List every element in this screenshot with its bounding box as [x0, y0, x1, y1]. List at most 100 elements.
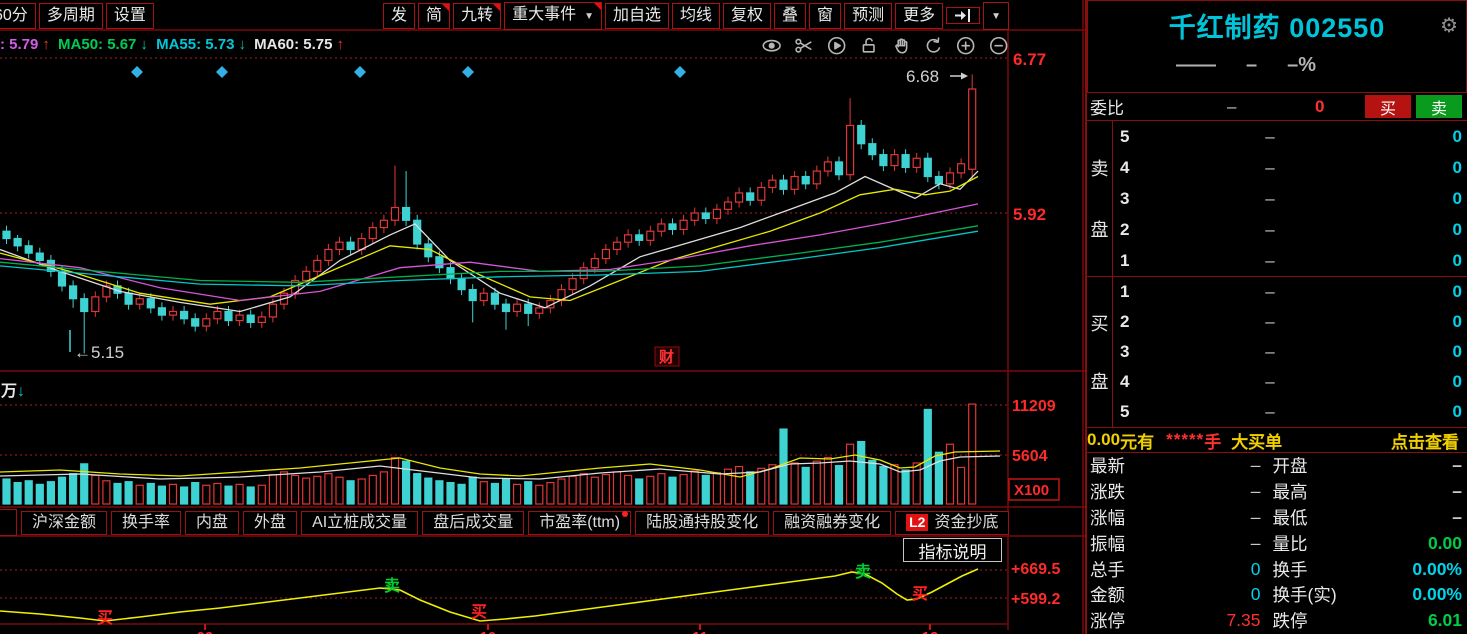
info-row: 金额 0 换手(实) 0.00%: [1090, 584, 1462, 606]
forecast-button[interactable]: 预测: [844, 2, 893, 29]
svg-text:财: 财: [659, 348, 674, 366]
buy-level-row[interactable]: 4–0: [1120, 372, 1462, 391]
svg-text:买: 买: [471, 603, 487, 621]
big-order-yuan: 元有: [1120, 432, 1155, 452]
svg-text:11209: 11209: [1012, 398, 1056, 415]
window-button[interactable]: 窗: [809, 2, 842, 29]
ma-legend-item: MA60: 5.75: [254, 36, 333, 53]
quote-header: 千红制药 002550 ⚙ —— – –%: [1087, 0, 1467, 93]
top-toolbar: 60分 多周期 设置 发 简 九转 重大事件▼ 加自选 均线 复权 叠 窗 预测…: [0, 1, 1009, 30]
jian-button[interactable]: 简: [418, 2, 451, 29]
sell-level-row[interactable]: 2–0: [1120, 219, 1462, 239]
tab-pe-ttm[interactable]: 市盈率(ttm): [528, 510, 632, 535]
big-order-label: 大买单: [1231, 432, 1283, 452]
ma-legend: : 5.79 ↑ MA50: 5.67 ↓ MA55: 5.73 ↓ MA60: 5.…: [0, 36, 348, 54]
jump-latest-button[interactable]: [946, 7, 981, 24]
sell-button[interactable]: 卖: [1416, 95, 1462, 118]
quote-panel: 千红制药 002550 ⚙ —— – –% 委比 – 0 买 卖 卖盘 5–0 …: [1085, 0, 1467, 634]
sell-level-row[interactable]: 5–0: [1120, 126, 1462, 146]
price-change-pct: –%: [1287, 54, 1317, 76]
buy-level-row[interactable]: 2–0: [1120, 312, 1462, 331]
settings-button[interactable]: 设置: [105, 2, 154, 29]
tab-after-hours-volume[interactable]: 盘后成交量: [422, 510, 525, 535]
period-button[interactable]: 60分: [0, 2, 36, 29]
toolbar-dropdown-button[interactable]: ▼: [983, 1, 1009, 30]
tab-margin-trading[interactable]: 融资融券变化: [773, 510, 892, 535]
info-row: 振幅 – 量比 0.00: [1090, 532, 1462, 554]
svg-text:←5.15: ←5.15: [74, 343, 124, 362]
lock-open-icon[interactable]: [859, 36, 878, 58]
svg-text:X100: X100: [1014, 482, 1049, 499]
ma-legend-item: MA50: 5.67: [58, 36, 137, 53]
buy-book-label: 买盘: [1087, 277, 1113, 427]
indicator-tabs: 沪深金额 换手率 内盘 外盘 AI立桩成交量 盘后成交量 市盈率(ttm) 陆股…: [0, 509, 1085, 536]
big-order-view-link[interactable]: 点击查看: [1391, 432, 1459, 452]
tab-outer-volume[interactable]: 外盘: [243, 510, 298, 535]
chart-canvas[interactable]: 6.68 ←5.15 财 6.77 5.92 11209 5604 X100 +669.5 +59…: [0, 0, 1085, 634]
svg-text:5604: 5604: [1012, 448, 1048, 465]
eye-icon[interactable]: [762, 36, 781, 58]
price-summary: —— – –%: [1088, 54, 1466, 77]
fa-button[interactable]: 发: [383, 2, 416, 29]
tab-turnover-rate[interactable]: 换手率: [111, 510, 182, 535]
nine-turn-button[interactable]: 九转: [453, 2, 502, 29]
tab-hushen-amount[interactable]: 沪深金额: [21, 510, 108, 535]
buy-level-row[interactable]: 1–0: [1120, 282, 1462, 301]
svg-text:6.77: 6.77: [1013, 50, 1046, 69]
info-row: 涨幅 – 最低 –: [1090, 506, 1462, 528]
l2-badge: L2: [906, 513, 929, 531]
adjust-price-button[interactable]: 复权: [723, 2, 772, 29]
zoom-in-icon[interactable]: [956, 36, 975, 58]
sell-book-label: 卖盘: [1087, 121, 1113, 276]
buy-level-row[interactable]: 5–0: [1120, 402, 1462, 421]
ma-lines-button[interactable]: 均线: [672, 2, 721, 29]
last-price: ——: [1176, 54, 1216, 76]
info-row: 最新 – 开盘 –: [1090, 455, 1462, 477]
sell-order-book: 卖盘 5–0 4–0 3–0 2–0 1–0: [1087, 121, 1467, 277]
weibi-value: –: [1227, 96, 1237, 116]
tab-ai-volume[interactable]: AI立桩成交量: [301, 510, 419, 535]
chart-tool-strip: [762, 34, 1008, 60]
svg-text:6.68: 6.68: [906, 67, 939, 86]
add-watchlist-button[interactable]: 加自选: [604, 2, 669, 29]
buy-level-row[interactable]: 3–0: [1120, 342, 1462, 361]
tab-inner-volume[interactable]: 内盘: [185, 510, 240, 535]
buy-button[interactable]: 买: [1365, 95, 1411, 118]
info-row: 总手 0 换手 0.00%: [1090, 558, 1462, 580]
new-corner-badge: [493, 3, 501, 11]
stock-title[interactable]: 千红制药 002550: [1168, 13, 1386, 43]
price-change: –: [1246, 54, 1258, 76]
volume-label: 万↓: [1, 383, 26, 400]
svg-text:10: 10: [480, 629, 497, 634]
weibi-row: 委比 – 0 买 卖: [1087, 93, 1467, 121]
sell-level-row[interactable]: 3–0: [1120, 188, 1462, 208]
zoom-out-icon[interactable]: [989, 36, 1008, 58]
sell-level-row[interactable]: 1–0: [1120, 250, 1462, 270]
svg-text:5.92: 5.92: [1013, 205, 1046, 224]
indicator-help-button[interactable]: 指标说明: [903, 538, 1002, 562]
scissors-icon[interactable]: [794, 36, 813, 58]
tab-clipped[interactable]: [0, 509, 17, 536]
tab-northbound-holdings[interactable]: 陆股通持股变化: [635, 510, 770, 535]
big-order-shou: 手: [1204, 432, 1222, 452]
more-button[interactable]: 更多: [895, 2, 944, 29]
sell-level-row[interactable]: 4–0: [1120, 157, 1462, 177]
major-events-button[interactable]: 重大事件 ▼: [504, 1, 602, 30]
ma-legend-item: : 5.79: [0, 36, 39, 53]
arrow-to-bar-icon: [955, 9, 971, 22]
svg-text:买: 买: [97, 609, 113, 627]
trend-arrow: ↓: [140, 36, 148, 53]
undo-icon[interactable]: [924, 36, 943, 58]
new-corner-badge: [442, 3, 450, 11]
play-icon[interactable]: [827, 36, 846, 58]
svg-text:买: 买: [912, 585, 928, 603]
overlay-button[interactable]: 叠: [774, 2, 807, 29]
new-dot-badge: [622, 510, 629, 517]
tab-fund-bottom-fishing[interactable]: L2 资金抄底: [895, 510, 1010, 535]
info-row: 涨跌 – 最高 –: [1090, 481, 1462, 503]
multi-period-button[interactable]: 多周期: [38, 2, 103, 29]
svg-text:+599.2: +599.2: [1011, 591, 1060, 608]
weibi-diff: 0: [1315, 96, 1325, 116]
gear-icon[interactable]: ⚙: [1440, 15, 1458, 37]
hand-pan-icon[interactable]: [892, 36, 911, 58]
